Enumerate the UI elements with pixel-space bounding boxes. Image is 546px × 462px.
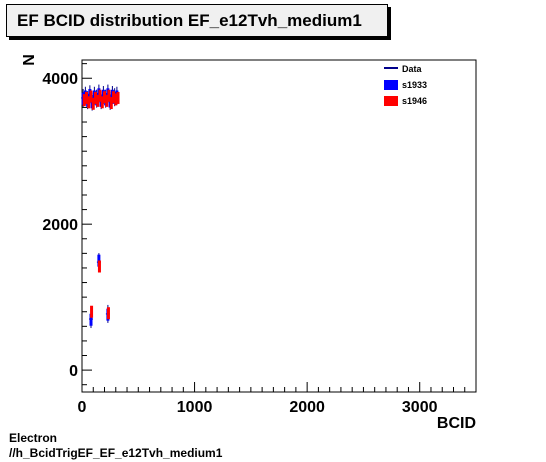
x-tick-label: 2000 xyxy=(289,399,325,416)
data-marker-s1946 xyxy=(87,96,91,109)
chart-title-box: EF BCID distribution EF_e12Tvh_medium1 xyxy=(6,4,388,37)
data-marker-s1946 xyxy=(85,91,89,104)
legend-label: Data xyxy=(402,64,423,74)
footer-line-1: Electron xyxy=(9,431,58,445)
y-tick-label: 2000 xyxy=(42,217,78,234)
y-axis-label: N xyxy=(21,54,38,66)
y-tick-label: 0 xyxy=(69,363,78,380)
y-tick-label: 4000 xyxy=(42,71,78,88)
data-marker-s1946 xyxy=(89,90,93,103)
data-marker-s1946 xyxy=(94,91,98,104)
data-marker-s1946 xyxy=(112,91,116,104)
data-marker-s1946 xyxy=(114,93,118,106)
legend-swatch xyxy=(384,96,398,106)
legend-swatch xyxy=(384,80,398,90)
x-axis-label: BCID xyxy=(437,415,476,432)
legend-label: s1933 xyxy=(402,80,427,90)
x-tick-label: 1000 xyxy=(177,399,213,416)
data-marker-s1933 xyxy=(89,313,93,326)
chart-title: EF BCID distribution EF_e12Tvh_medium1 xyxy=(17,11,362,30)
data-marker-s1946 xyxy=(98,89,102,102)
footer-line-2: //h_BcidTrigEF_EF_e12Tvh_medium1 xyxy=(9,446,223,460)
data-marker-s1946 xyxy=(107,89,111,102)
data-marker-s1946 xyxy=(100,96,104,109)
x-tick-label: 0 xyxy=(78,399,87,416)
data-marker-s1946 xyxy=(105,94,109,107)
plot-frame xyxy=(81,59,477,393)
data-marker-s1946 xyxy=(91,97,95,110)
data-marker-s1946 xyxy=(106,307,110,320)
x-tick-label: 3000 xyxy=(402,399,438,416)
legend-label: s1946 xyxy=(402,96,427,106)
data-marker-s1946 xyxy=(97,260,101,273)
data-marker-s1946 xyxy=(103,91,107,104)
data-marker-s1946 xyxy=(90,305,94,318)
data-marker-s1946 xyxy=(96,94,100,107)
data-marker-s1946 xyxy=(116,91,120,104)
data-marker-s1946 xyxy=(109,97,113,110)
data-marker-s1946 xyxy=(82,94,86,107)
